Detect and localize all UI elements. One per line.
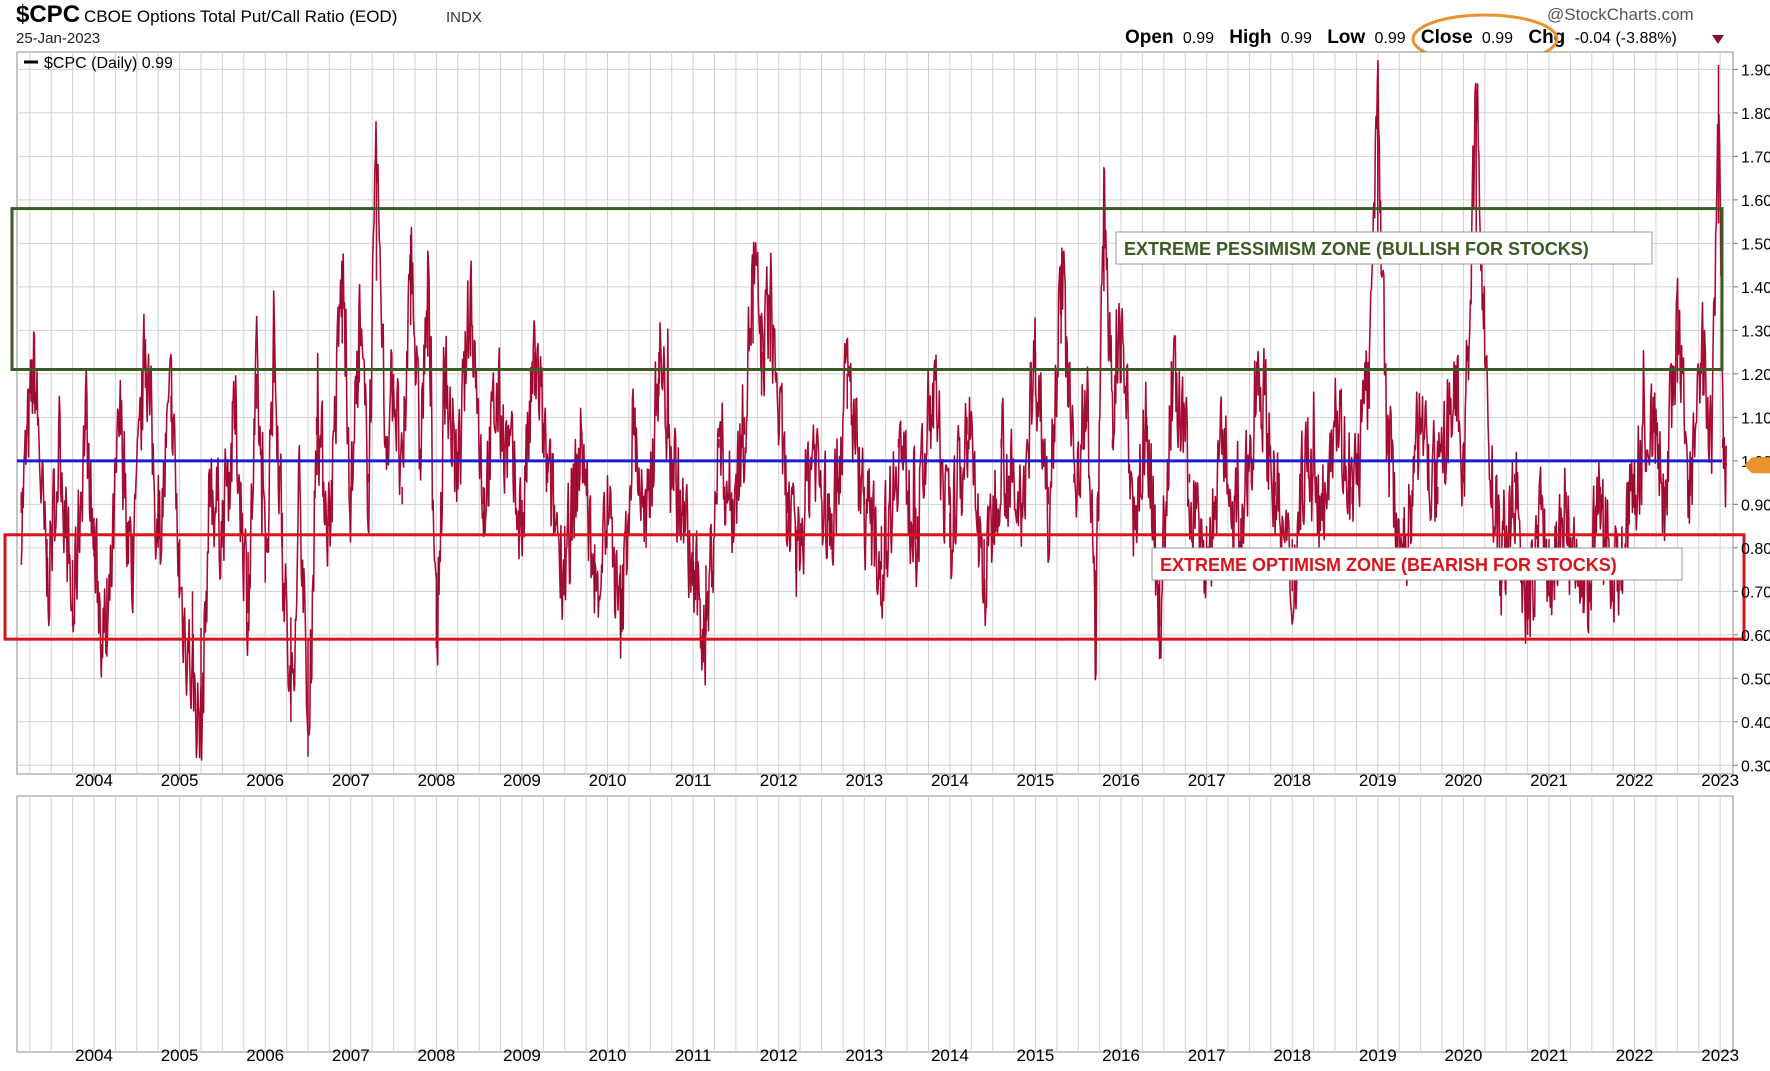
- x-tick-label: 2019: [1359, 771, 1397, 790]
- x-tick-label-lower: 2014: [931, 1046, 969, 1065]
- lower-panel-frame: [16, 795, 1734, 1053]
- pessimism-zone-box: [10, 207, 1724, 372]
- y-tick-label: 1.60: [1741, 193, 1770, 210]
- optimism-zone-label: EXTREME OPTIMISM ZONE (BEARISH FOR STOCK…: [1160, 555, 1617, 575]
- open-value: 0.99: [1183, 30, 1214, 47]
- x-tick-label: 2016: [1102, 771, 1140, 790]
- x-tick-label: 2021: [1530, 771, 1568, 790]
- chg-value: -0.04 (-3.88%): [1575, 30, 1677, 47]
- x-tick-label-lower: 2023: [1701, 1046, 1739, 1065]
- legend-label: $CPC (Daily) 0.99: [44, 55, 173, 72]
- x-tick-label-lower: 2018: [1273, 1046, 1311, 1065]
- y-tick-label: 1.90: [1741, 62, 1770, 79]
- x-tick-label-lower: 2009: [503, 1046, 541, 1065]
- pessimism-zone-label: EXTREME PESSIMISM ZONE (BULLISH FOR STOC…: [1124, 239, 1589, 259]
- description: CBOE Options Total Put/Call Ratio (EOD): [84, 7, 397, 26]
- y-axis: 0.300.400.500.600.700.800.901.001.101.20…: [1733, 62, 1770, 775]
- series-line-cpc-shadow: [21, 60, 1727, 761]
- series-layer: [20, 59, 1727, 761]
- x-tick-label-lower: 2012: [760, 1046, 798, 1065]
- y-tick-label: 0.80: [1741, 541, 1770, 558]
- quote-line: Open 0.99 High 0.99 Low 0.99 Close 0.99 …: [1125, 27, 1677, 48]
- y-tick-label: 1.80: [1741, 106, 1770, 123]
- x-tick-label: 2004: [75, 771, 113, 790]
- x-tick-label: 2023: [1701, 771, 1739, 790]
- high-label: High: [1229, 27, 1271, 48]
- x-tick-label: 2014: [931, 771, 969, 790]
- x-tick-label: 2011: [675, 771, 712, 790]
- x-tick-label-lower: 2016: [1102, 1046, 1140, 1065]
- last-value-arrow-icon: [1744, 457, 1770, 474]
- high-value: 0.99: [1281, 30, 1312, 47]
- x-tick-label-lower: 2011: [675, 1046, 712, 1065]
- x-tick-label-lower: 2020: [1444, 1046, 1482, 1065]
- x-tick-label-lower: 2017: [1188, 1046, 1226, 1065]
- x-tick-label-lower: 2005: [161, 1046, 199, 1065]
- x-axis-main: 2004 2005 2006 2007 2008 2009 2010 2011 2012 2013…: [75, 771, 1739, 790]
- x-axis-lower: 2004 2005 2006 2007 2008 2009 2010 2011 2012 2013…: [75, 1046, 1739, 1065]
- y-tick-label: 0.60: [1741, 628, 1770, 645]
- x-tick-label: 2008: [417, 771, 455, 790]
- x-tick-label-lower: 2021: [1530, 1046, 1568, 1065]
- y-tick-label: 0.50: [1741, 671, 1770, 688]
- exchange: INDX: [446, 9, 482, 26]
- x-tick-label: 2015: [1017, 771, 1055, 790]
- y-tick-label: 1.30: [1741, 323, 1770, 340]
- x-tick-label: 2009: [503, 771, 541, 790]
- pessimism-zone-label-box: [1115, 231, 1653, 265]
- x-tick-label: 2013: [845, 771, 883, 790]
- chart-date: 25-Jan-2023: [16, 30, 100, 47]
- x-tick-label-lower: 2022: [1616, 1046, 1654, 1065]
- x-tick-label-lower: 2013: [845, 1046, 883, 1065]
- low-value: 0.99: [1374, 30, 1405, 47]
- x-tick-label: 2010: [589, 771, 627, 790]
- y-tick-label: 0.30: [1741, 758, 1770, 775]
- x-tick-label: 2006: [246, 771, 284, 790]
- x-tick-label: 2020: [1444, 771, 1482, 790]
- x-tick-label: 2007: [332, 771, 370, 790]
- y-tick-label: 1.50: [1741, 236, 1770, 253]
- x-tick-label-lower: 2006: [246, 1046, 284, 1065]
- y-tick-label: 0.90: [1741, 497, 1770, 514]
- x-tick-label-lower: 2015: [1017, 1046, 1055, 1065]
- x-tick-label-lower: 2004: [75, 1046, 113, 1065]
- symbol: $CPC: [16, 1, 80, 28]
- x-tick-label-lower: 2010: [589, 1046, 627, 1065]
- chg-label: Chg: [1528, 27, 1565, 48]
- x-tick-label: 2017: [1188, 771, 1226, 790]
- open-label: Open: [1125, 27, 1174, 48]
- low-label: Low: [1327, 27, 1365, 48]
- y-tick-label: 1.10: [1741, 410, 1770, 427]
- watermark-logo: @StockCharts.com: [1547, 5, 1694, 24]
- y-tick-label: 0.40: [1741, 715, 1770, 732]
- y-tick-label: 1.40: [1741, 280, 1770, 297]
- x-tick-label: 2012: [760, 771, 798, 790]
- x-tick-label: 2018: [1273, 771, 1311, 790]
- y-tick-label: 1.20: [1741, 367, 1770, 384]
- x-tick-label: 2005: [161, 771, 199, 790]
- y-tick-label: 1.70: [1741, 149, 1770, 166]
- x-tick-label-lower: 2019: [1359, 1046, 1397, 1065]
- y-tick-label: 0.70: [1741, 584, 1770, 601]
- lower-grid: [29, 796, 1721, 1052]
- down-triangle-icon: [1712, 35, 1724, 44]
- close-label: Close: [1421, 27, 1473, 48]
- close-value: 0.99: [1482, 30, 1513, 47]
- zones-layer: EXTREME PESSIMISM ZONE (BULLISH FOR STOC…: [3, 207, 1746, 641]
- x-tick-label: 2022: [1616, 771, 1654, 790]
- optimism-zone-label-box: [1151, 547, 1683, 581]
- x-tick-label-lower: 2008: [417, 1046, 455, 1065]
- x-tick-label-lower: 2007: [332, 1046, 370, 1065]
- optimism-zone-box: [3, 533, 1746, 641]
